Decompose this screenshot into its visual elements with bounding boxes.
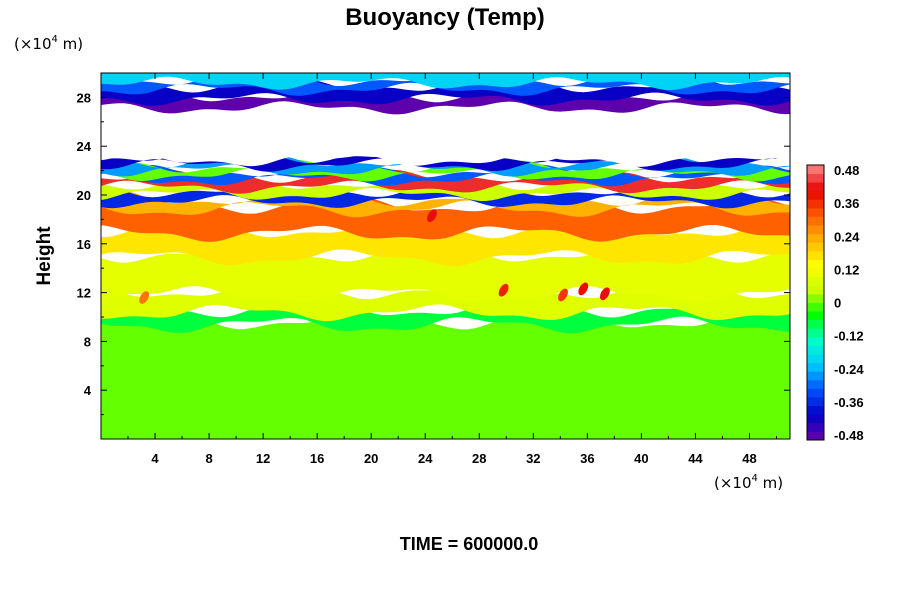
colorbar-segment [807,328,824,338]
heatmap-hotspot [599,287,610,301]
plot-frame [100,72,791,440]
time-label: TIME = 600000.0 [400,534,539,554]
y-unit-suffix: m) [58,35,83,53]
colorbar-tick-label: -0.24 [834,362,864,377]
colorbar-tick-label: 0.48 [834,163,859,178]
colorbar-segment [807,225,824,235]
y-axis-label: Height [34,226,55,286]
colorbar-segment [807,199,824,209]
heatmap-band [101,97,790,167]
heatmap-hotspot [498,283,509,297]
x-tick-label: 28 [472,451,486,466]
colorbar-segment [807,414,824,424]
colorbar-segment [807,362,824,372]
chart-title: Buoyancy (Temp) [345,4,545,31]
colorbar-segment [807,242,824,252]
colorbar-segment [807,345,824,355]
y-unit-label: (×104 m) [14,34,83,53]
colorbar-segment [807,190,824,200]
heatmap-hotspots [139,209,610,304]
colorbar-segment [807,319,824,329]
x-unit-suffix: m) [758,474,783,492]
y-axis: 4 8 12 16 20 24 28 [77,90,790,416]
heatmap-band [101,196,790,242]
x-unit-prefix: (×10 [714,474,752,492]
x-tick-label: 24 [418,451,433,466]
heatmap-hotspot [139,291,150,304]
colorbar-tick-label: -0.48 [834,428,864,443]
colorbar-segment [807,431,824,441]
x-tick-label: 8 [205,451,212,466]
colorbar-segment [807,285,824,295]
x-tick-label: 36 [580,451,594,466]
x-tick-label: 20 [364,451,378,466]
colorbar-segment [807,379,824,389]
y-tick-label: 24 [77,139,92,154]
x-unit-exp: 4 [752,473,758,484]
colorbar: 0.48 0.36 0.24 0.12 0 -0.12 -0.24 -0.36 -0.48 [806,163,864,443]
x-tick-label: 4 [151,451,159,466]
x-axis: 4 8 12 16 20 24 28 32 36 40 44 48 [127,73,777,466]
colorbar-tick-label: 0.24 [834,229,860,244]
y-unit-prefix: (×10 [14,35,52,53]
colorbar-segment [807,405,824,415]
y-tick-label: 20 [77,188,91,203]
colorbar-segment [807,388,824,398]
colorbar-segment [807,268,824,278]
heatmap-band [101,312,790,439]
colorbar-segment [807,311,824,321]
y-tick-label: 12 [77,286,91,301]
colorbar-tick-label: -0.36 [834,395,864,410]
x-tick-label: 12 [256,451,270,466]
colorbar-segment [807,397,824,407]
colorbar-segment [807,250,824,260]
colorbar-segment [807,216,824,226]
colorbar-frame [806,164,825,441]
y-tick-label: 16 [77,237,91,252]
x-tick-label: 16 [310,451,324,466]
heatmap-band [101,89,790,115]
colorbar-segment [807,293,824,303]
heatmap-band [101,73,790,91]
y-tick-label: 8 [84,334,91,349]
x-unit-label: (×104 m) [714,473,783,492]
colorbar-segment [807,354,824,364]
colorbar-segment [807,173,824,183]
colorbar-segment [807,302,824,312]
colorbar-segment [807,207,824,217]
x-tick-label: 32 [526,451,540,466]
heatmap-hotspot [427,209,437,223]
colorbar-segment [807,182,824,192]
colorbar-segment [807,336,824,346]
x-tick-label: 40 [634,451,648,466]
colorbar-segment [807,422,824,432]
y-tick-label: 4 [84,383,92,398]
colorbar-segment [807,276,824,286]
colorbar-segment [807,165,824,174]
colorbar-tick-label: -0.12 [834,329,864,344]
heatmap-field [101,73,790,439]
heatmap-band [101,164,790,187]
colorbar-segment [807,259,824,269]
x-tick-label: 44 [688,451,703,466]
x-tick-label: 48 [742,451,756,466]
colorbar-tick-label: 0.12 [834,262,859,277]
colorbar-segment [807,371,824,381]
heatmap-hotspot [558,288,568,302]
y-tick-label: 28 [77,90,91,105]
colorbar-tick-label: 0.36 [834,196,859,211]
colorbar-tick-label: 0 [834,296,841,311]
y-unit-exp: 4 [52,34,58,45]
heatmap-hotspot [578,282,589,296]
colorbar-segment [807,233,824,243]
